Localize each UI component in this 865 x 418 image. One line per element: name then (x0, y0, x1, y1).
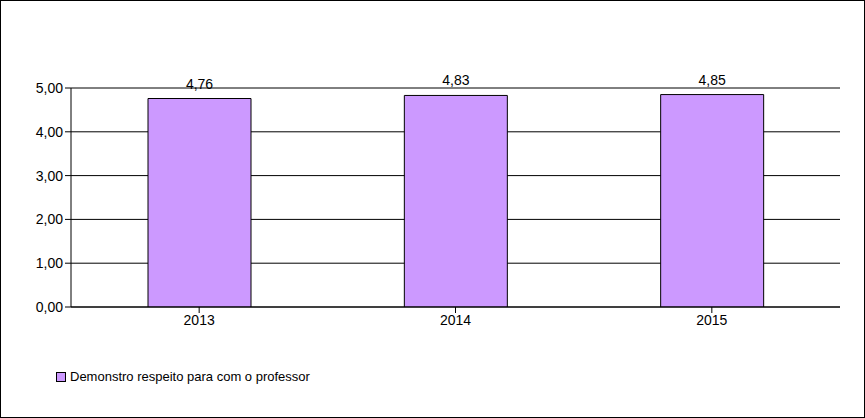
svg-text:3,00: 3,00 (36, 168, 63, 184)
svg-text:2,00: 2,00 (36, 211, 63, 227)
svg-text:4,76: 4,76 (186, 76, 213, 92)
svg-text:4,85: 4,85 (699, 72, 726, 88)
svg-text:1,00: 1,00 (36, 255, 63, 271)
svg-text:2013: 2013 (184, 312, 215, 328)
svg-text:0,00: 0,00 (36, 299, 63, 315)
svg-text:4,00: 4,00 (36, 124, 63, 140)
html-text:Demonstro respeito para com o: Demonstro respeito para com o professor (70, 369, 310, 384)
svg-text:5,00: 5,00 (36, 80, 63, 96)
svg-text:2015: 2015 (696, 312, 727, 328)
svg-text:4,83: 4,83 (442, 72, 469, 88)
svg-text:2014: 2014 (440, 312, 471, 328)
